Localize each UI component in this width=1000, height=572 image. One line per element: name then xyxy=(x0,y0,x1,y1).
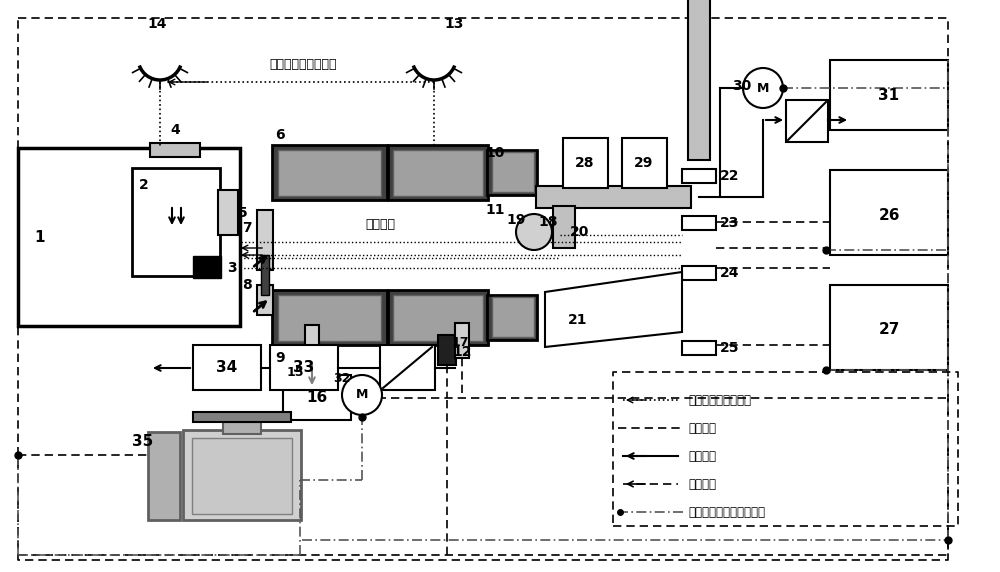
Text: 18: 18 xyxy=(538,215,558,229)
Bar xyxy=(305,325,319,360)
Bar xyxy=(283,375,351,420)
Text: 3: 3 xyxy=(227,261,237,275)
Bar xyxy=(563,138,608,188)
Text: M: M xyxy=(356,388,368,402)
Bar xyxy=(192,438,292,514)
Bar xyxy=(193,256,221,278)
Bar xyxy=(492,297,534,337)
Circle shape xyxy=(743,68,783,108)
Bar xyxy=(492,152,534,192)
Bar xyxy=(272,145,387,200)
Bar xyxy=(553,206,575,248)
Bar xyxy=(272,290,387,345)
Bar xyxy=(388,145,488,200)
Text: 11: 11 xyxy=(485,203,505,217)
Bar xyxy=(487,295,537,340)
Bar xyxy=(257,210,273,270)
Bar xyxy=(270,345,338,390)
Text: 32: 32 xyxy=(333,371,351,384)
Text: 25: 25 xyxy=(720,341,740,355)
Text: 19: 19 xyxy=(506,213,526,227)
Bar xyxy=(830,170,948,255)
Bar xyxy=(261,255,269,295)
Text: 31: 31 xyxy=(878,88,900,102)
Text: 27: 27 xyxy=(878,323,900,337)
Circle shape xyxy=(342,375,382,415)
Text: 6: 6 xyxy=(275,128,285,142)
Text: 10: 10 xyxy=(485,146,505,160)
Text: 5: 5 xyxy=(238,206,248,220)
Text: 26: 26 xyxy=(878,208,900,223)
Bar xyxy=(682,266,716,280)
Text: 测试光路: 测试光路 xyxy=(365,219,395,232)
Text: 水路连接: 水路连接 xyxy=(688,478,716,491)
Bar xyxy=(536,186,691,208)
Text: 33: 33 xyxy=(293,360,315,375)
Bar xyxy=(438,335,456,365)
Bar xyxy=(278,295,381,341)
Bar xyxy=(193,345,261,390)
Text: 13: 13 xyxy=(444,17,464,31)
Text: 20: 20 xyxy=(570,225,590,239)
Text: 4: 4 xyxy=(170,123,180,137)
Text: 热辐射信号传递路径: 热辐射信号传递路径 xyxy=(688,394,751,407)
Bar xyxy=(830,60,948,130)
Text: 2: 2 xyxy=(139,178,149,192)
Bar xyxy=(786,100,828,142)
Bar xyxy=(682,169,716,183)
Text: 12: 12 xyxy=(452,345,472,359)
Text: 29: 29 xyxy=(634,156,654,170)
Bar xyxy=(18,148,240,326)
Bar xyxy=(682,216,716,230)
Bar xyxy=(257,285,273,315)
Text: 34: 34 xyxy=(216,360,238,375)
Bar xyxy=(682,341,716,355)
Text: 8: 8 xyxy=(242,278,252,292)
Polygon shape xyxy=(545,272,682,347)
Bar xyxy=(393,150,483,196)
Text: 23: 23 xyxy=(720,216,740,230)
Bar xyxy=(218,190,238,235)
Bar xyxy=(688,0,710,160)
Bar xyxy=(388,290,488,345)
Text: 21: 21 xyxy=(568,313,588,327)
Text: 9: 9 xyxy=(275,351,285,365)
Text: 28: 28 xyxy=(575,156,595,170)
Circle shape xyxy=(516,214,552,250)
Text: 15: 15 xyxy=(286,367,304,379)
Bar xyxy=(223,422,261,434)
Text: 控制信号或数据信号连接: 控制信号或数据信号连接 xyxy=(688,506,765,518)
Bar xyxy=(830,285,948,370)
Text: 22: 22 xyxy=(720,169,740,183)
Text: 35: 35 xyxy=(132,435,154,450)
Text: 16: 16 xyxy=(306,391,328,406)
Bar xyxy=(487,150,537,195)
Text: 7: 7 xyxy=(242,221,252,235)
Bar xyxy=(132,168,220,276)
Bar xyxy=(622,138,667,188)
Text: 气路连接: 气路连接 xyxy=(688,450,716,463)
Text: 电路连接: 电路连接 xyxy=(688,422,716,435)
Text: M: M xyxy=(757,81,769,94)
Bar xyxy=(183,430,301,520)
Bar xyxy=(393,295,483,341)
Text: 14: 14 xyxy=(147,17,167,31)
Text: 1: 1 xyxy=(35,229,45,244)
Bar xyxy=(455,323,469,358)
Text: 24: 24 xyxy=(720,266,740,280)
Text: 30: 30 xyxy=(732,79,752,93)
Bar xyxy=(380,345,435,390)
Text: 17: 17 xyxy=(451,336,469,348)
Bar xyxy=(278,150,381,196)
Bar xyxy=(193,412,291,422)
Bar xyxy=(150,143,200,157)
Text: 红外透过率监控光路: 红外透过率监控光路 xyxy=(269,58,337,72)
Bar xyxy=(148,432,180,520)
